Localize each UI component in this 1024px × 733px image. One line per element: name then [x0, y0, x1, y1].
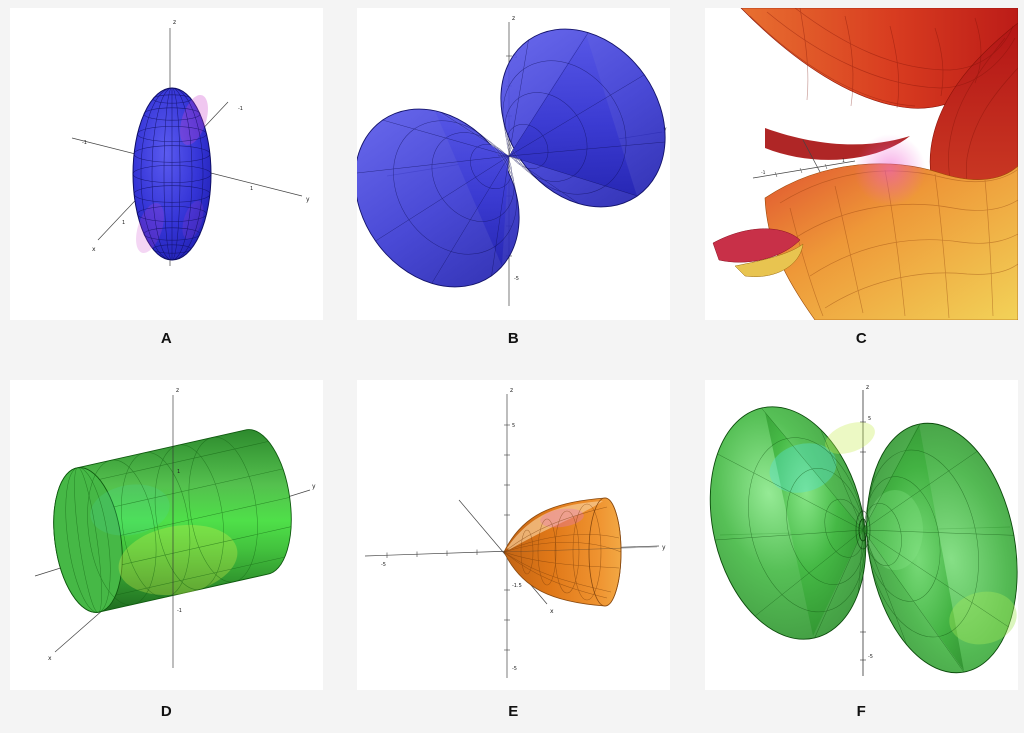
axes	[364, 394, 660, 678]
cone-left-nappe	[357, 108, 520, 288]
cone-left-mesh	[357, 112, 517, 284]
cone-right-mesh	[862, 423, 1014, 673]
surface-plot-paraboloid: z y x 5 -5 -5 -1.5	[364, 387, 666, 678]
panel-e: z y x 5 -5 -5 -1.5	[357, 380, 670, 690]
panel-label-c: C	[855, 330, 868, 347]
axis-tick-labels: -1 1	[761, 158, 845, 176]
axis-label-z: z	[176, 387, 179, 394]
axis-label-y: y	[662, 544, 666, 551]
tick-label: 1	[177, 469, 180, 475]
mesh-lines	[503, 503, 622, 601]
axis-label-x: x	[48, 655, 52, 662]
panel-f: z 5 -5	[705, 380, 1018, 690]
tick-label: 5	[512, 423, 515, 429]
tick-label: -5	[381, 562, 386, 568]
mesh-lines	[65, 436, 292, 613]
axis-label-y: y	[312, 483, 316, 490]
tick-label: 1	[842, 158, 845, 164]
panel-label-a: A	[160, 330, 173, 347]
cone-right-mesh	[502, 32, 666, 204]
y-axis-overlay	[503, 546, 658, 553]
cone-left-nappe	[709, 406, 867, 640]
tick-label: -1	[761, 170, 766, 176]
axis-label-z: z	[866, 384, 869, 391]
surface-plot-ellipsoid: z y x -1 -1 1 1	[71, 19, 310, 266]
tick-label: -5	[868, 654, 873, 660]
surface-highlights-right	[867, 490, 1017, 645]
tick-label: 5	[868, 416, 871, 422]
panel-label-f: F	[856, 703, 867, 720]
panel-d: z y x 1 -1	[10, 380, 323, 690]
cone-left-mesh	[714, 407, 866, 639]
axis-tick-labels: z y x 5 -5 -5 -1.5	[381, 387, 666, 672]
saddle-left-flap-underside	[734, 243, 804, 277]
tick-label: 1	[122, 220, 125, 226]
surface-highlights	[90, 484, 238, 596]
axis-label-y: y	[306, 196, 310, 203]
axis-label-z: z	[512, 15, 515, 22]
panel-c: -1 1	[705, 8, 1018, 320]
panel-label-d: D	[160, 703, 173, 720]
panel-b: z y 5 -5	[357, 8, 670, 320]
axis-label-z: z	[510, 387, 513, 394]
surface-plot-cylinder: z y x 1 -1	[34, 387, 316, 668]
panel-label-b: B	[507, 330, 520, 347]
surface-highlights-left	[769, 422, 875, 493]
axis-tick-labels: z y x -1 -1 1 1	[82, 19, 310, 253]
saddle-left-flap	[712, 228, 801, 263]
panel-label-e: E	[508, 703, 519, 720]
magenta-highlight	[854, 134, 926, 206]
cone-neck-rings	[855, 510, 871, 550]
surface-highlights	[136, 94, 208, 254]
tick-label: -1	[177, 608, 182, 614]
tick-label: -1	[82, 140, 87, 146]
surface-plot-green-double-cone: z 5 -5	[709, 384, 1018, 676]
axis-label-z: z	[173, 19, 176, 26]
surface-plot-saddle: -1 1	[712, 8, 1018, 320]
tick-label: -1	[238, 106, 243, 112]
tick-label: -5	[514, 276, 519, 282]
tick-label: 1	[250, 186, 253, 192]
axis-label-x: x	[92, 246, 96, 253]
tick-label: -1.5	[512, 583, 522, 589]
tick-label: -5	[512, 666, 517, 672]
panel-a: z y x -1 -1 1 1	[10, 8, 323, 320]
mesh-lines	[132, 87, 212, 261]
surface-plot-double-cone: z y 5 -5	[357, 15, 667, 306]
axis-tick-labels: z y x 1 -1	[48, 387, 316, 662]
axis-tick-labels: z 5 -5	[866, 384, 873, 660]
axis-label-x: x	[550, 608, 554, 615]
